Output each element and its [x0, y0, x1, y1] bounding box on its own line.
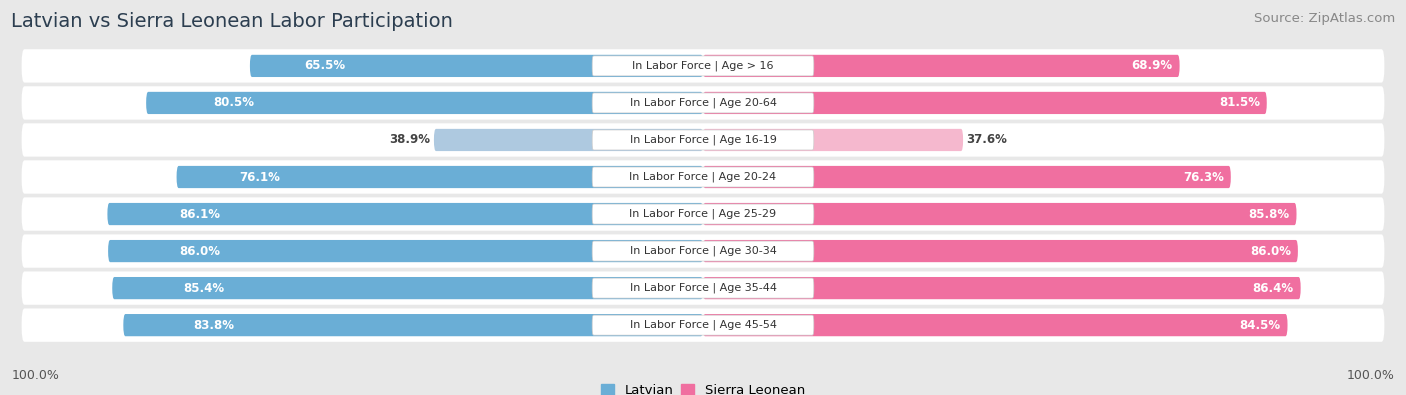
Text: 80.5%: 80.5%	[212, 96, 254, 109]
Text: Source: ZipAtlas.com: Source: ZipAtlas.com	[1254, 12, 1395, 25]
Legend: Latvian, Sierra Leonean: Latvian, Sierra Leonean	[596, 379, 810, 395]
Text: 85.4%: 85.4%	[183, 282, 225, 295]
FancyBboxPatch shape	[107, 203, 703, 225]
FancyBboxPatch shape	[703, 92, 1267, 114]
Text: 86.4%: 86.4%	[1253, 282, 1294, 295]
Text: 76.3%: 76.3%	[1182, 171, 1223, 184]
FancyBboxPatch shape	[703, 314, 1288, 336]
FancyBboxPatch shape	[592, 56, 814, 76]
FancyBboxPatch shape	[592, 278, 814, 298]
FancyBboxPatch shape	[112, 277, 703, 299]
Text: In Labor Force | Age 20-64: In Labor Force | Age 20-64	[630, 98, 776, 108]
Text: 100.0%: 100.0%	[11, 369, 59, 382]
FancyBboxPatch shape	[21, 160, 1385, 194]
Text: In Labor Force | Age 25-29: In Labor Force | Age 25-29	[630, 209, 776, 219]
FancyBboxPatch shape	[21, 308, 1385, 342]
Text: 68.9%: 68.9%	[1132, 59, 1173, 72]
Text: In Labor Force | Age 30-34: In Labor Force | Age 30-34	[630, 246, 776, 256]
Text: 100.0%: 100.0%	[1347, 369, 1395, 382]
FancyBboxPatch shape	[21, 123, 1385, 157]
FancyBboxPatch shape	[21, 86, 1385, 120]
FancyBboxPatch shape	[703, 240, 1298, 262]
Text: 84.5%: 84.5%	[1240, 319, 1281, 332]
FancyBboxPatch shape	[21, 49, 1385, 83]
Text: In Labor Force | Age 35-44: In Labor Force | Age 35-44	[630, 283, 776, 293]
Text: In Labor Force | Age > 16: In Labor Force | Age > 16	[633, 61, 773, 71]
FancyBboxPatch shape	[250, 55, 703, 77]
FancyBboxPatch shape	[177, 166, 703, 188]
Text: 37.6%: 37.6%	[966, 134, 1008, 147]
Text: 86.1%: 86.1%	[179, 207, 219, 220]
Text: 85.8%: 85.8%	[1249, 207, 1289, 220]
FancyBboxPatch shape	[21, 234, 1385, 268]
FancyBboxPatch shape	[703, 203, 1296, 225]
FancyBboxPatch shape	[592, 241, 814, 261]
FancyBboxPatch shape	[592, 167, 814, 187]
FancyBboxPatch shape	[592, 130, 814, 150]
FancyBboxPatch shape	[146, 92, 703, 114]
FancyBboxPatch shape	[703, 277, 1301, 299]
Text: In Labor Force | Age 45-54: In Labor Force | Age 45-54	[630, 320, 776, 330]
Text: 86.0%: 86.0%	[1250, 245, 1291, 258]
Text: 86.0%: 86.0%	[180, 245, 221, 258]
Text: 83.8%: 83.8%	[193, 319, 233, 332]
FancyBboxPatch shape	[703, 55, 1180, 77]
Text: 65.5%: 65.5%	[304, 59, 346, 72]
FancyBboxPatch shape	[124, 314, 703, 336]
Text: 38.9%: 38.9%	[389, 134, 430, 147]
Text: Latvian vs Sierra Leonean Labor Participation: Latvian vs Sierra Leonean Labor Particip…	[11, 12, 453, 31]
Text: 76.1%: 76.1%	[240, 171, 281, 184]
FancyBboxPatch shape	[592, 204, 814, 224]
FancyBboxPatch shape	[108, 240, 703, 262]
FancyBboxPatch shape	[592, 93, 814, 113]
FancyBboxPatch shape	[703, 129, 963, 151]
FancyBboxPatch shape	[21, 271, 1385, 305]
Text: 81.5%: 81.5%	[1219, 96, 1260, 109]
FancyBboxPatch shape	[21, 198, 1385, 231]
FancyBboxPatch shape	[592, 315, 814, 335]
FancyBboxPatch shape	[703, 166, 1230, 188]
Text: In Labor Force | Age 16-19: In Labor Force | Age 16-19	[630, 135, 776, 145]
FancyBboxPatch shape	[434, 129, 703, 151]
Text: In Labor Force | Age 20-24: In Labor Force | Age 20-24	[630, 172, 776, 182]
